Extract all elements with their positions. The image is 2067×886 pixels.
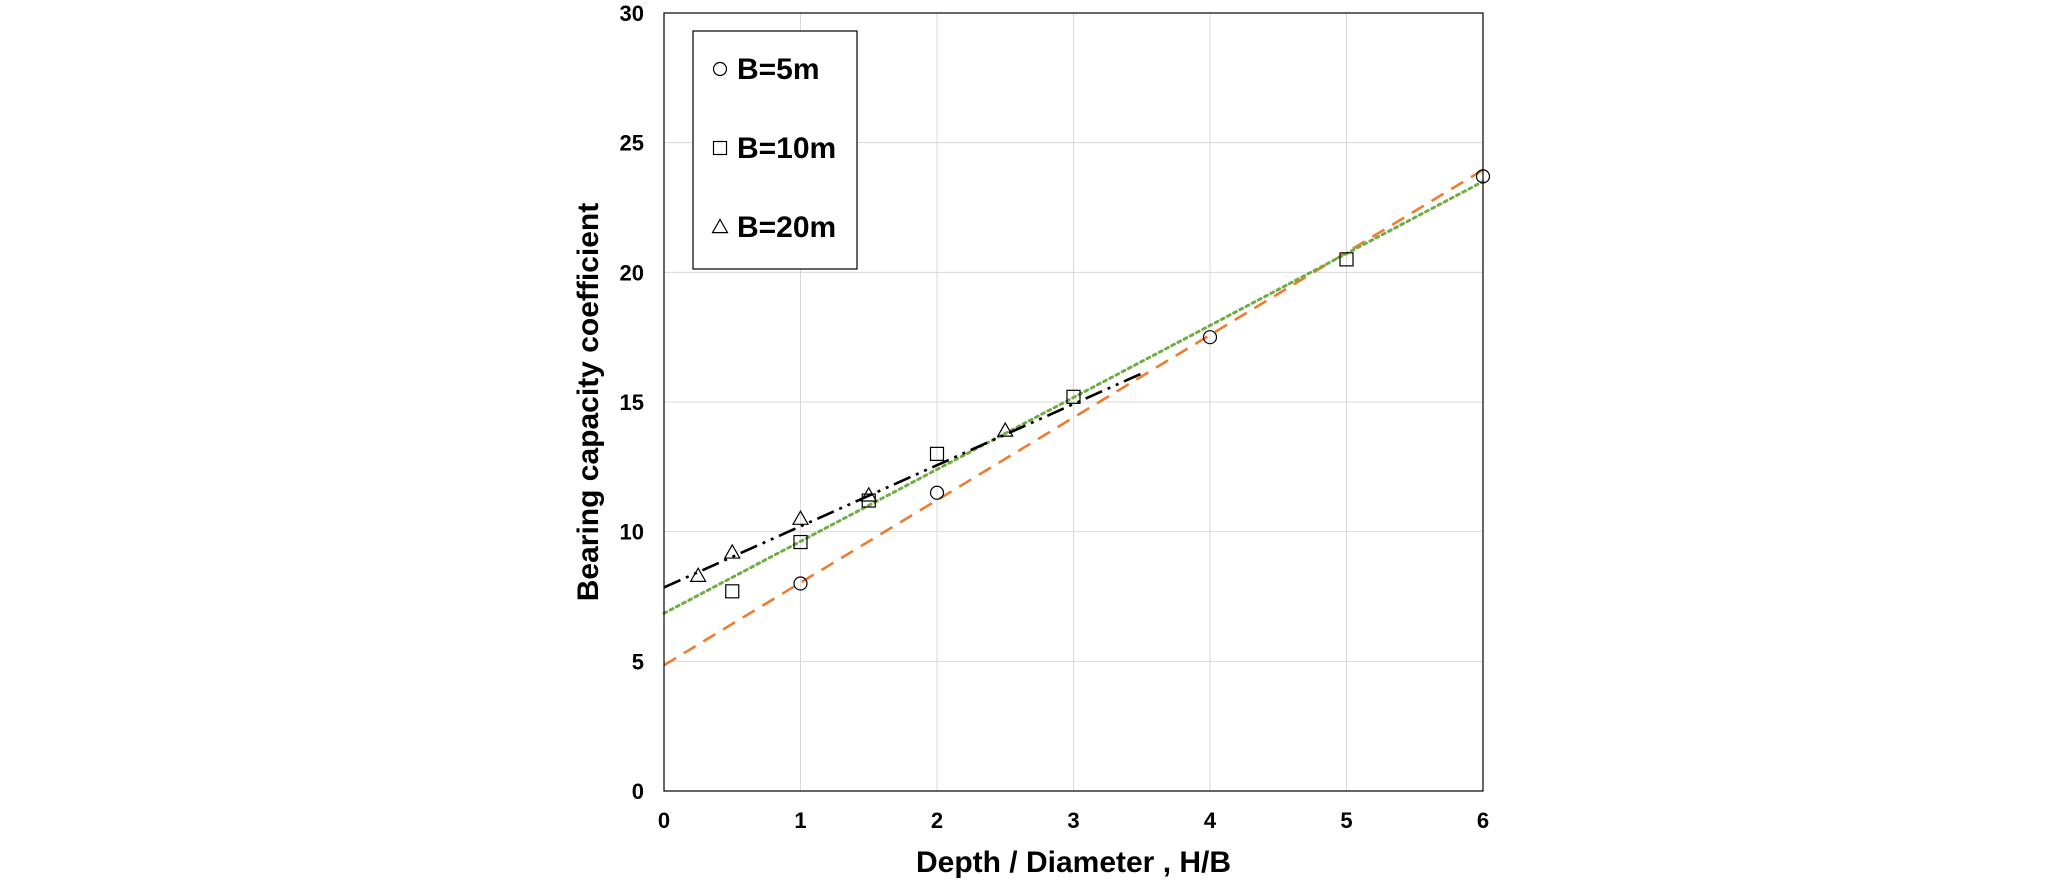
y-tick-label: 5 — [632, 649, 644, 674]
square-marker — [1066, 389, 1081, 404]
x-tick-label: 3 — [1067, 808, 1079, 833]
x-tick-label: 0 — [658, 808, 670, 833]
legend-circle-icon — [712, 61, 728, 77]
y-tick-label: 30 — [620, 1, 644, 26]
x-tick-label: 4 — [1204, 808, 1217, 833]
trendline-b-10m — [662, 180, 1485, 615]
triangle-marker — [723, 543, 741, 559]
square-marker — [929, 446, 945, 461]
y-axis-title: Bearing capacity coefficient — [572, 203, 605, 601]
circle-marker — [929, 485, 945, 500]
y-tick-label: 20 — [620, 260, 644, 285]
x-axis-title: Depth / Diameter , H/B — [916, 846, 1231, 879]
triangle-marker — [996, 421, 1014, 437]
square-marker — [793, 534, 808, 550]
x-tick-label: 6 — [1477, 808, 1489, 833]
x-tick-label: 2 — [931, 808, 943, 833]
square-marker — [725, 584, 740, 599]
legend-label: B=5m — [737, 53, 820, 86]
x-tick-label: 5 — [1340, 808, 1352, 833]
legend: B=5m B=10m B=20m — [692, 30, 858, 270]
circle-marker — [1475, 169, 1491, 184]
legend-square-icon — [712, 140, 728, 156]
trendline-b-20m — [663, 372, 1143, 589]
trendlines — [662, 168, 1485, 667]
legend-box — [692, 30, 858, 270]
circle-marker — [1202, 330, 1218, 345]
triangle-marker — [791, 509, 810, 525]
tick-labels: 0 1 2 3 4 5 6 0 5 10 15 20 25 30 — [620, 1, 1490, 833]
triangle-marker — [860, 486, 878, 502]
triangle-marker — [689, 567, 707, 582]
x-tick-label: 1 — [794, 808, 806, 833]
legend-label: B=10m — [737, 132, 836, 165]
y-tick-label: 0 — [632, 779, 644, 804]
legend-triangle-icon — [711, 218, 729, 234]
data-markers — [689, 169, 1491, 599]
plot-area-frame — [663, 12, 1484, 792]
square-marker — [1339, 252, 1354, 267]
circle-marker — [793, 576, 808, 591]
y-tick-label: 25 — [620, 131, 644, 156]
y-tick-label: 15 — [620, 390, 644, 415]
y-tick-label: 10 — [620, 520, 644, 545]
legend-label: B=20m — [737, 211, 836, 244]
